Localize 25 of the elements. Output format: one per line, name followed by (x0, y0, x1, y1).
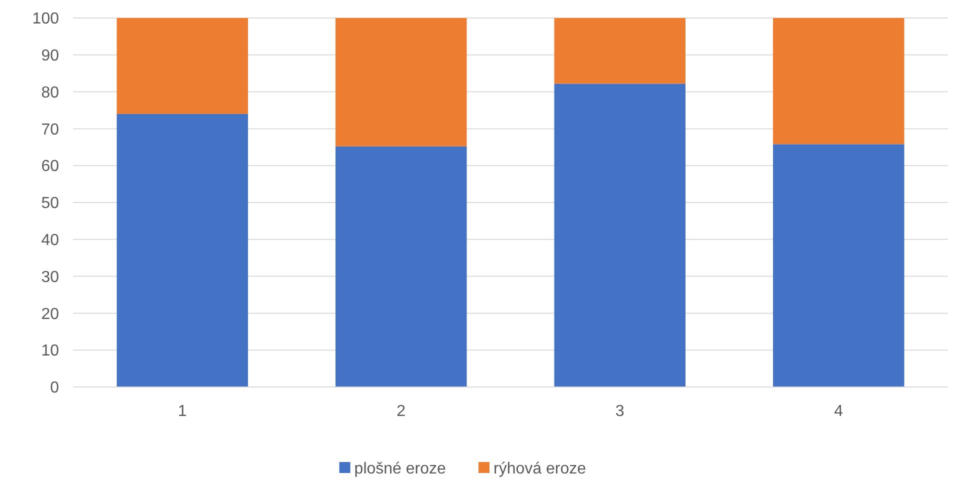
x-tick-label: 3 (615, 403, 624, 420)
y-tick-label: 70 (41, 121, 60, 138)
bar (554, 18, 686, 84)
bar (336, 146, 467, 387)
bar (336, 18, 467, 146)
y-tick-label: 0 (50, 380, 60, 397)
legend-label: rýhová eroze (494, 460, 586, 478)
y-tick-label: 100 (32, 10, 60, 28)
x-tick-label: 2 (396, 403, 406, 420)
x-tick-label: 1 (178, 403, 187, 420)
bar (773, 144, 904, 387)
legend-label: plošné eroze (354, 460, 446, 478)
bar (554, 84, 686, 387)
y-tick-label: 90 (41, 48, 60, 64)
y-tick-label: 40 (41, 232, 60, 249)
y-tick-label: 50 (41, 195, 60, 212)
bar (773, 18, 904, 144)
y-tick-label: 30 (41, 268, 60, 286)
y-tick-label: 60 (41, 158, 60, 176)
y-tick-label: 20 (41, 306, 60, 323)
y-tick-label: 80 (41, 84, 60, 102)
y-tick-label: 10 (41, 342, 60, 360)
bar (116, 18, 248, 114)
x-tick-label: 4 (834, 403, 844, 420)
bar (116, 114, 248, 387)
